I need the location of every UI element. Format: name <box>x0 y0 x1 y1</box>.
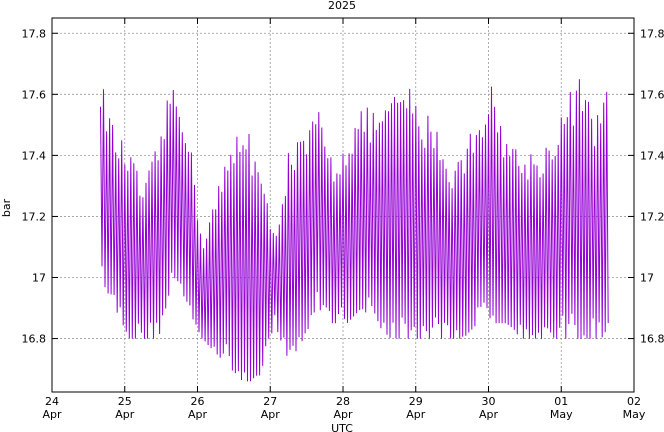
x-tick-label-month: Apr <box>406 408 426 421</box>
axis-ticks: 16.8 16.8 17 17 17.2 17.2 17.4 17.4 17.6 17.6 17.8… <box>22 18 664 421</box>
y-tick-label-right: 17.6 <box>640 88 664 101</box>
y-tick-label-left: 17.8 <box>22 27 47 40</box>
y-tick-label-right: 17 <box>640 272 654 285</box>
y-tick-label-right: 17.4 <box>640 149 664 162</box>
x-tick-label-day: 02 <box>627 395 641 408</box>
x-tick-label-month: Apr <box>188 408 208 421</box>
x-tick-label-day: 26 <box>191 395 205 408</box>
x-tick-label-day: 30 <box>482 395 496 408</box>
y-tick-label-right: 17.8 <box>640 27 664 40</box>
x-tick-label-day: 25 <box>118 395 132 408</box>
x-tick-label-day: 28 <box>336 395 350 408</box>
x-tick-label-day: 27 <box>263 395 277 408</box>
series-pressure <box>100 79 609 382</box>
y-tick-label-right: 17.2 <box>640 210 664 223</box>
x-tick-label-day: 24 <box>45 395 59 408</box>
x-tick-label-month: Apr <box>479 408 499 421</box>
y-tick-label-left: 17.6 <box>22 88 47 101</box>
x-tick-label-month: Apr <box>333 408 353 421</box>
x-tick-label-day: 29 <box>409 395 423 408</box>
y-tick-label-left: 16.8 <box>22 333 47 346</box>
x-axis-label: UTC <box>331 422 353 432</box>
x-tick-label-day: 01 <box>554 395 568 408</box>
y-tick-label-left: 17 <box>32 272 46 285</box>
x-tick-label-month: Apr <box>115 408 135 421</box>
x-tick-label-month: May <box>550 408 573 421</box>
y-tick-label-right: 16.8 <box>640 333 664 346</box>
series-line-pressure <box>100 79 609 382</box>
x-tick-label-month: May <box>623 408 646 421</box>
y-axis-label: bar <box>0 198 13 217</box>
x-tick-label-month: Apr <box>261 408 281 421</box>
x-tick-label-month: Apr <box>42 408 62 421</box>
y-tick-label-left: 17.4 <box>22 149 47 162</box>
y-tick-label-left: 17.2 <box>22 210 47 223</box>
chart-title: 2025 <box>328 0 356 12</box>
